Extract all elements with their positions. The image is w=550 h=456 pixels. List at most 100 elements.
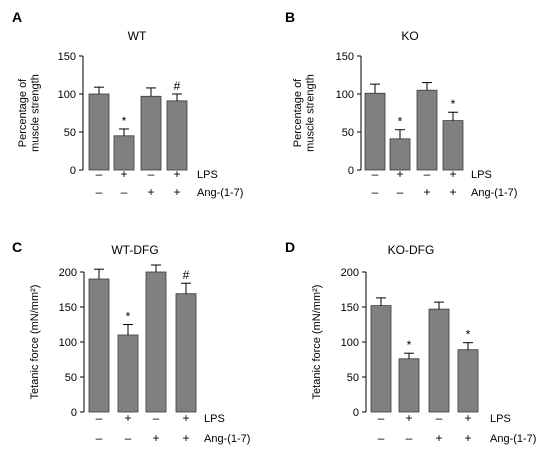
- panel-title: KO-DFG: [388, 243, 435, 257]
- bar: [140, 95, 162, 171]
- panel-letter: A: [12, 9, 22, 25]
- condition-sign: +: [396, 167, 403, 181]
- significance-mark: *: [126, 310, 131, 324]
- significance-mark: *: [451, 97, 456, 111]
- condition-sign: –: [406, 431, 413, 445]
- y-axis-label: Percentage ofmuscle strength: [292, 74, 317, 152]
- panel-title: WT-DFG: [111, 243, 158, 257]
- condition-sign: +: [147, 185, 154, 199]
- panel-letter: C: [12, 239, 22, 255]
- panel-title: WT: [128, 29, 147, 43]
- significance-mark: *: [466, 328, 471, 342]
- significance-mark: *: [407, 338, 412, 352]
- bar: [398, 358, 420, 413]
- significance-mark: #: [174, 79, 181, 93]
- condition-sign: –: [424, 167, 431, 181]
- panel-title: KO: [401, 29, 418, 43]
- y-tick-label: 200: [59, 267, 77, 279]
- condition-sign: –: [125, 431, 132, 445]
- y-tick-label: 50: [342, 127, 354, 139]
- y-tick-label: 150: [336, 51, 354, 63]
- significance-mark: *: [398, 115, 403, 129]
- condition-sign: +: [124, 411, 131, 425]
- y-tick-label: 200: [341, 267, 359, 279]
- condition-sign: –: [96, 431, 103, 445]
- condition-sign: +: [173, 185, 180, 199]
- condition-sign: +: [449, 185, 456, 199]
- y-tick-label: 100: [341, 337, 359, 349]
- y-axis-label: Tetanic force (mN/mm²): [311, 285, 323, 400]
- condition-label: LPS: [490, 413, 511, 425]
- panel-letter: B: [285, 9, 295, 25]
- condition-sign: –: [148, 167, 155, 181]
- bar: [416, 89, 438, 171]
- bar: [88, 93, 110, 171]
- bar: [145, 271, 167, 413]
- y-tick-label: 150: [58, 51, 76, 63]
- bar: [117, 334, 139, 413]
- bar: [428, 308, 450, 413]
- bar: [166, 100, 188, 171]
- y-axis-label-line: Tetanic force (mN/mm²): [311, 285, 323, 400]
- significance-mark: *: [122, 114, 127, 128]
- condition-sign: +: [120, 167, 127, 181]
- condition-label: Ang-(1-7): [204, 433, 250, 445]
- bar: [113, 135, 135, 171]
- y-tick-label: 0: [353, 407, 359, 419]
- condition-sign: –: [96, 185, 103, 199]
- condition-sign: –: [153, 411, 160, 425]
- condition-label: Ang-(1-7): [490, 433, 536, 445]
- condition-sign: +: [449, 167, 456, 181]
- significance-mark: #: [183, 268, 190, 282]
- condition-label: LPS: [471, 169, 492, 181]
- y-axis-label-line: Percentage of: [292, 78, 304, 147]
- condition-sign: +: [182, 411, 189, 425]
- panel-d: D KO-DFG 0 50 100 150 200 Tetanic force (mN/mm²…: [285, 239, 536, 445]
- condition-sign: +: [173, 167, 180, 181]
- condition-sign: +: [423, 185, 430, 199]
- condition-sign: +: [152, 431, 159, 445]
- bar: [457, 349, 479, 413]
- panel-c: C WT-DFG 0 50 100 150 200 Tetanic force (mN/mm²…: [12, 239, 250, 445]
- y-tick-label: 100: [336, 89, 354, 101]
- condition-sign: +: [182, 431, 189, 445]
- condition-sign: +: [464, 411, 471, 425]
- condition-sign: –: [372, 167, 379, 181]
- condition-sign: –: [397, 185, 404, 199]
- y-tick-label: 0: [70, 165, 76, 177]
- bar: [389, 138, 411, 171]
- condition-sign: +: [405, 411, 412, 425]
- condition-label: Ang-(1-7): [471, 187, 517, 199]
- y-axis-label-line: muscle strength: [304, 74, 316, 152]
- condition-sign: –: [96, 167, 103, 181]
- panel-letter: D: [285, 239, 295, 255]
- condition-label: LPS: [197, 169, 218, 181]
- y-tick-label: 150: [341, 302, 359, 314]
- condition-sign: –: [436, 411, 443, 425]
- condition-sign: +: [435, 431, 442, 445]
- bar: [364, 92, 386, 171]
- y-tick-label: 50: [65, 372, 77, 384]
- y-tick-label: 100: [58, 89, 76, 101]
- condition-sign: +: [464, 431, 471, 445]
- y-axis-label: Tetanic force (mN/mm²): [29, 285, 41, 400]
- y-axis-label-line: muscle strength: [29, 74, 41, 152]
- condition-sign: –: [378, 431, 385, 445]
- y-axis-label: Percentage ofmuscle strength: [17, 74, 42, 152]
- condition-label: Ang-(1-7): [197, 187, 243, 199]
- bar: [175, 293, 197, 413]
- y-tick-label: 50: [64, 127, 76, 139]
- y-axis-label-line: Percentage of: [17, 78, 29, 147]
- y-tick-label: 0: [71, 407, 77, 419]
- bar: [88, 278, 110, 413]
- y-tick-label: 0: [348, 165, 354, 177]
- y-tick-label: 100: [59, 337, 77, 349]
- y-tick-label: 50: [347, 372, 359, 384]
- y-axis-label-line: Tetanic force (mN/mm²): [29, 285, 41, 400]
- condition-sign: –: [378, 411, 385, 425]
- panel-b: B KO 0 50 100 150 Percentage ofmuscle strength…: [285, 9, 517, 199]
- panel-a: A WT 0 50 100 150 Percentage ofmuscle strength…: [12, 9, 243, 199]
- bar: [442, 120, 464, 171]
- condition-sign: –: [96, 411, 103, 425]
